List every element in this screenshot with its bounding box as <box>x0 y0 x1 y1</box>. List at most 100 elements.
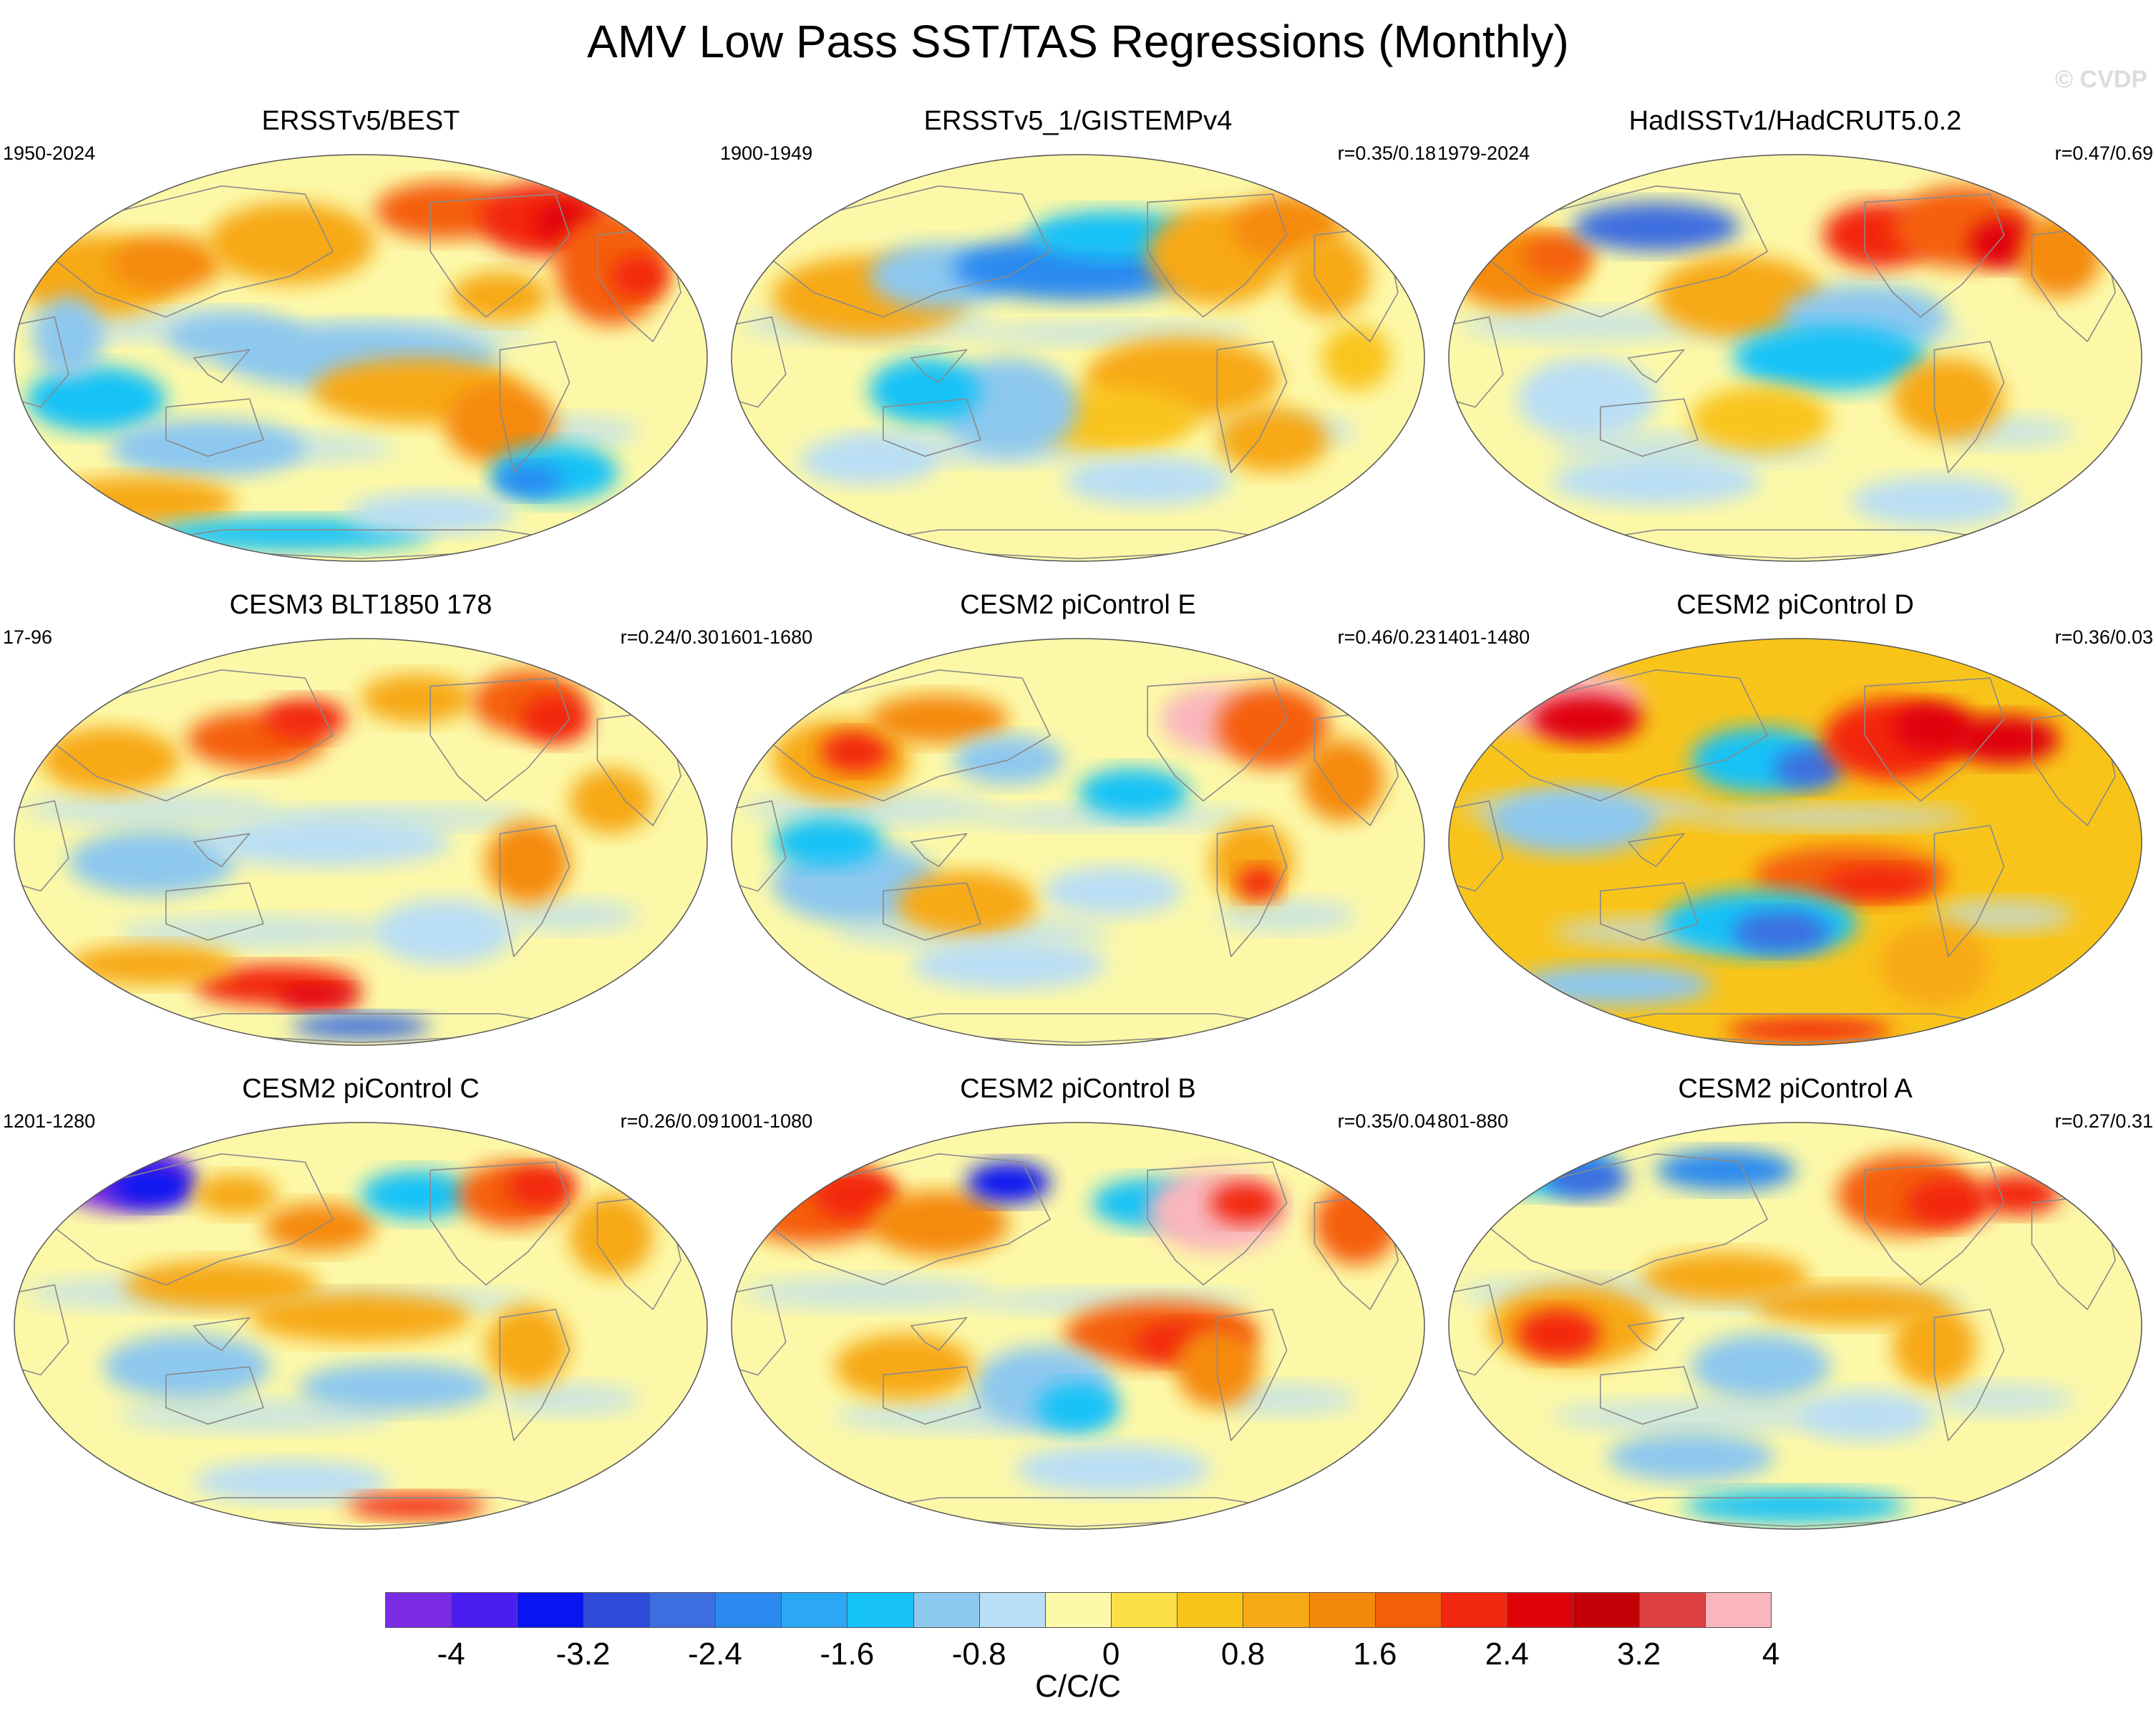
anomaly-region <box>1015 1444 1210 1494</box>
panel-correlation: r=0.46/0.23 <box>1337 626 1436 648</box>
world-map <box>731 154 1425 562</box>
coastline <box>165 1366 264 1425</box>
colorbar-tick-label: -0.8 <box>951 1637 1006 1672</box>
coastline <box>54 185 334 318</box>
coastline <box>499 341 570 474</box>
colorbar-swatch <box>1441 1592 1508 1628</box>
colorbar-swatch <box>714 1592 782 1628</box>
panel-years: 1950-2024 <box>3 142 96 164</box>
panel-title: ERSSTv5_1/GISTEMPv4 <box>923 106 1233 136</box>
anomaly-region <box>1656 1150 1795 1191</box>
panel-years: 17-96 <box>3 626 53 648</box>
panel-years: 1201-1280 <box>3 1110 96 1132</box>
anomaly-region <box>68 944 236 986</box>
anomaly-region <box>800 435 939 485</box>
anomaly-region <box>124 1260 319 1310</box>
map-border <box>1448 1122 2142 1530</box>
panel-title: CESM2 piControl B <box>960 1074 1196 1104</box>
map-field <box>732 1123 1424 1529</box>
anomaly-region <box>110 1165 194 1208</box>
anomaly-region <box>208 202 375 285</box>
anomaly-region <box>451 271 549 321</box>
anomaly-region <box>1753 1284 1948 1326</box>
coastline <box>14 316 69 408</box>
coastline <box>1627 1317 1685 1352</box>
anomaly-region <box>1774 747 1845 789</box>
map-field <box>732 639 1424 1045</box>
anomaly-region <box>1572 202 1740 252</box>
anomaly-region <box>1217 686 1329 769</box>
coastline <box>1864 193 2005 318</box>
anomaly-region <box>1732 911 1830 953</box>
colorbar-swatch <box>847 1592 914 1628</box>
colorbar-swatch <box>1308 1592 1376 1628</box>
anomaly-region <box>1489 788 1656 855</box>
anomaly-region <box>1217 899 1356 932</box>
map-panel: CESM2 piControl A 801-880 r=0.27/0.31 <box>1437 1072 2153 1538</box>
anomaly-region <box>834 1334 974 1400</box>
panel-correlation: r=0.36/0.03 <box>2054 626 2153 648</box>
panel-title: CESM2 piControl C <box>242 1074 480 1104</box>
anomaly-region <box>1043 866 1183 916</box>
colorbar-swatch <box>1704 1592 1772 1628</box>
anomaly-region <box>911 940 1106 989</box>
map-border <box>731 1122 1425 1530</box>
anomaly-region <box>200 817 452 867</box>
anomaly-region <box>1822 866 1935 900</box>
colorbar-tick-label: -3.2 <box>555 1637 611 1672</box>
coastline <box>499 825 570 958</box>
world-map <box>1448 638 2142 1046</box>
world-map <box>14 638 708 1046</box>
map-panel: CESM2 piControl E 1601-1680 r=0.46/0.23 <box>720 588 1436 1054</box>
colorbar-tick-label: 3.2 <box>1617 1637 1661 1672</box>
anomaly-region <box>346 493 514 534</box>
colorbar <box>385 1592 1772 1628</box>
coastline <box>771 185 1051 318</box>
colorbar-swatch <box>1573 1592 1640 1628</box>
anomaly-region <box>966 1162 1051 1203</box>
anomaly-region <box>1607 1432 1774 1482</box>
anomaly-region <box>103 1334 271 1400</box>
colorbar-tick-label: 0 <box>1102 1637 1120 1672</box>
anomaly-region <box>520 694 591 744</box>
coastline <box>54 669 334 802</box>
anomaly-region <box>1934 1383 2074 1416</box>
anomaly-region <box>897 871 1036 936</box>
anomaly-region <box>820 731 890 772</box>
coastline <box>429 677 570 802</box>
panel-correlation: r=0.47/0.69 <box>2054 142 2153 164</box>
panel-years: 1401-1480 <box>1437 626 1530 648</box>
anomaly-region <box>813 1170 898 1220</box>
colorbar-swatch <box>1638 1592 1706 1628</box>
anomaly-region <box>1217 1383 1356 1416</box>
anomaly-region <box>485 821 570 903</box>
coastline <box>771 1153 1051 1286</box>
coastline <box>1488 1153 1768 1286</box>
colorbar-tick-label: 1.6 <box>1353 1637 1397 1672</box>
anomaly-region <box>611 256 667 297</box>
coastline <box>883 882 981 941</box>
map-panel: HadISSTv1/HadCRUT5.0.2 1979-2024 r=0.47/… <box>1437 105 2153 570</box>
coastline <box>1627 349 1685 384</box>
map-field <box>14 639 707 1045</box>
colorbar-swatch <box>385 1592 452 1628</box>
anomaly-region <box>1934 899 2074 932</box>
anomaly-region <box>444 382 556 465</box>
colorbar-tick-label: 0.8 <box>1220 1637 1266 1672</box>
anomaly-region <box>193 1460 389 1502</box>
map-panel: CESM3 BLT1850 178 17-96 r=0.24/0.30 <box>3 588 719 1054</box>
anomaly-region <box>973 805 1252 830</box>
anomaly-region <box>1906 1178 1991 1228</box>
colorbar-swatch <box>517 1592 584 1628</box>
panel-correlation: r=0.35/0.04 <box>1337 1110 1436 1132</box>
panel-title: HadISSTv1/HadCRUT5.0.2 <box>1628 106 1962 136</box>
coastline <box>193 1317 251 1352</box>
coastline <box>771 669 1051 802</box>
anomaly-region <box>507 1165 577 1208</box>
anomaly-region <box>298 1362 493 1412</box>
anomaly-region <box>263 698 347 740</box>
coastline <box>910 349 968 384</box>
coastline <box>1147 193 1288 318</box>
anomaly-region <box>1656 256 1823 338</box>
anomaly-region <box>1551 1399 1830 1432</box>
